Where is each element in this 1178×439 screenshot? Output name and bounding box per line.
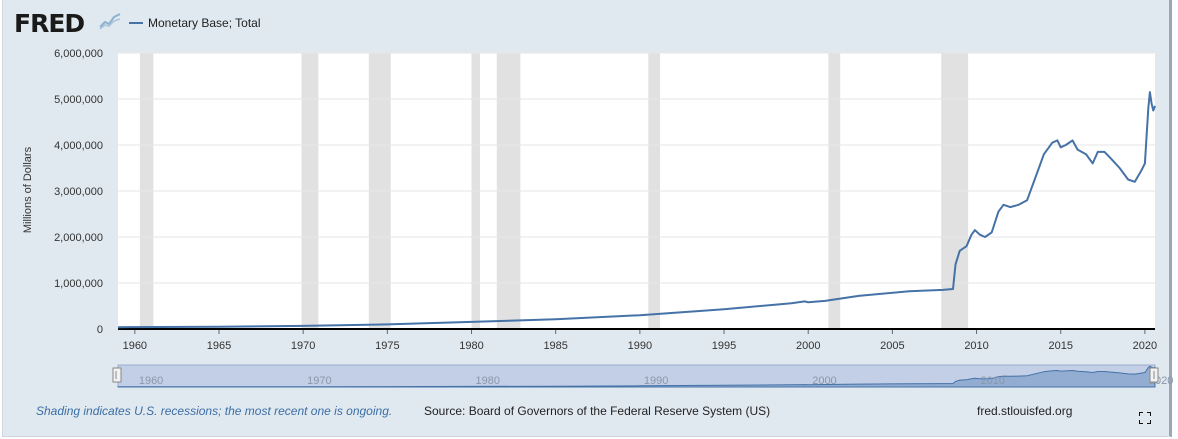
navigator: 1960 1970 1980 1990 2000 2010 2020 [112,364,1174,388]
x-tick-label: 2000 [796,340,820,352]
y-tick-label: 2,000,000 [54,232,103,244]
x-tick-label: 1965 [207,340,231,352]
x-tick-labels: 1960 1965 1970 1975 1980 1985 1990 1995 2000 2005… [123,329,1157,352]
x-tick-label: 2015 [1048,340,1072,352]
legend-swatch [129,21,143,24]
site-link[interactable]: fred.stlouisfed.org [977,404,1073,418]
chart-line-icon [99,13,121,30]
x-tick-label: 1970 [291,340,315,352]
navigator-label: 1960 [139,375,163,387]
series-line[interactable] [117,91,1156,329]
y-tick-label: 6,000,000 [54,48,103,60]
x-tick-label: 1990 [628,340,652,352]
gridlines [118,52,1155,284]
x-tick-label: 2005 [880,340,904,352]
x-tick-label: 1985 [543,340,567,352]
navigator-label: 1990 [644,375,668,387]
x-tick-label: 2010 [964,340,988,352]
x-tick-label: 1980 [459,340,483,352]
legend[interactable]: Monetary Base; Total [129,16,261,30]
fullscreen-icon[interactable] [1139,412,1151,424]
x-tick-label: 1995 [712,340,736,352]
source-text: Source: Board of Governors of the Federa… [424,404,771,418]
x-tick-label: 2020 [1133,340,1157,352]
navigator-handle-left[interactable] [112,367,122,383]
y-tick-label: 5,000,000 [54,94,103,106]
y-tick-labels: 0 1,000,000 2,000,000 3,000,000 4,000,000 5,0… [54,48,103,336]
y-tick-label: 1,000,000 [54,278,103,290]
navigator-series-area [117,365,1156,388]
navigator-labels: 1960 1970 1980 1990 2000 2010 2020 [139,375,1174,387]
navigator-label: 1980 [476,375,500,387]
fred-logo[interactable]: FRED [14,9,85,38]
y-tick-label: 3,000,000 [54,186,103,198]
x-tick-label: 1975 [375,340,399,352]
recession-note[interactable]: Shading indicates U.S. recessions; the m… [36,404,393,418]
navigator-label: 2010 [981,375,1005,387]
y-tick-label: 4,000,000 [54,140,103,152]
navigator-label: 1970 [307,375,331,387]
y-tick-label: 0 [97,324,103,336]
series-group [117,91,1156,329]
legend-label: Monetary Base; Total [148,16,261,30]
x-tick-label: 1960 [123,340,147,352]
navigator-label: 2000 [812,375,836,387]
